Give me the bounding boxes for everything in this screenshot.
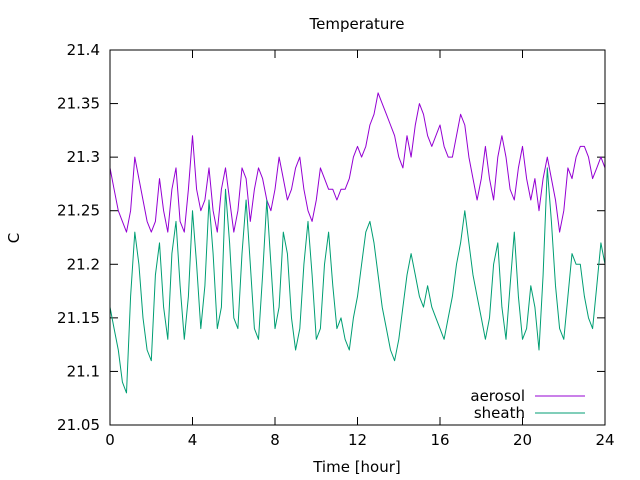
series-line-sheath [109, 167, 606, 394]
x-tick-label: 0 [105, 431, 115, 449]
x-tick-label: 20 [513, 431, 532, 449]
y-axis-label: C [5, 233, 23, 243]
legend-label-sheath: sheath [474, 404, 525, 422]
axis-tick-labels: 0 4 8 12 16 20 24 21.05 21.1 21.15 21.2 21.25 21.3 21… [57, 41, 615, 449]
legend-label-aerosol: aerosol [470, 387, 525, 405]
x-tick-label: 4 [188, 431, 198, 449]
y-tick-label: 21.3 [67, 148, 100, 166]
x-tick-label: 24 [595, 431, 614, 449]
plot-frame [109, 49, 606, 426]
y-tick-label: 21.25 [57, 202, 100, 220]
x-axis-label: Time [hour] [312, 458, 401, 476]
y-tick-label: 21.15 [57, 309, 100, 327]
y-tick-label: 21.4 [67, 41, 100, 59]
chart-title: Temperature [308, 15, 404, 33]
x-tick-label: 12 [348, 431, 367, 449]
x-tick-label: 16 [430, 431, 449, 449]
x-tick-label: 8 [270, 431, 280, 449]
y-tick-label: 21.1 [67, 362, 100, 380]
y-tick-label: 21.05 [57, 416, 100, 434]
y-tick-label: 21.2 [67, 255, 100, 273]
y-tick-label: 21.35 [57, 95, 100, 113]
series-line-aerosol [109, 92, 606, 233]
data-series [109, 92, 606, 394]
